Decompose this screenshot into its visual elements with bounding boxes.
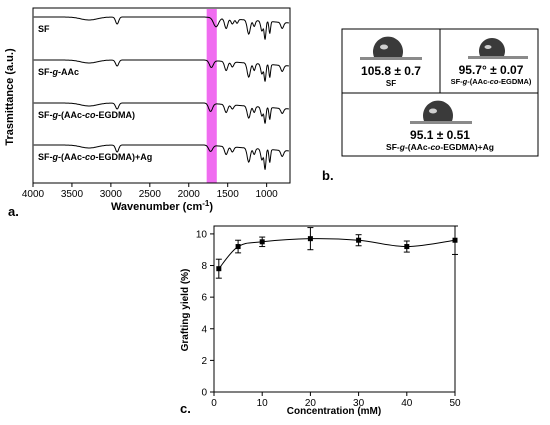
panel-label-b: b. (322, 168, 334, 183)
contact-angle-label-2: SF-g-(AAc-co-EGDMA) (451, 77, 532, 86)
ftir-x-tick-label: 1500 (217, 189, 240, 200)
grafting-data-point (356, 237, 362, 243)
grafting-x-axis-label: Concentration (mM) (287, 406, 381, 417)
contact-angle-value-2: 95.7° ± 0.07 (459, 63, 524, 77)
ftir-panel: 4000 3500 3000 2500 2000 1500 1000 SFSF-g-AAcS… (4, 7, 291, 219)
ftir-series-label: SF (38, 24, 50, 34)
grafting-y-tick-label: 0 (201, 388, 207, 399)
ftir-spectra (33, 16, 289, 170)
ftir-x-axis-label: Wavenumber (cm-1) (111, 199, 213, 213)
contact-angle-label-3: SF-g-(AAc-co-EGDMA)+Ag (386, 142, 494, 152)
ftir-series-label: SF-g-AAc (38, 67, 79, 77)
grafting-x-tick-label: 40 (401, 398, 413, 409)
ftir-x-tick-label: 4000 (22, 189, 45, 200)
droplet-image-sf (360, 36, 422, 60)
contact-angle-value-3: 95.1 ± 0.51 (410, 128, 470, 142)
grafting-data-point (235, 244, 241, 250)
grafting-plot-frame (213, 225, 456, 393)
ftir-series-line (33, 59, 289, 82)
grafting-y-tick-label: 10 (196, 229, 208, 240)
droplet-image-sf-g-aac-co-egdma-ag (410, 100, 472, 124)
ftir-x-tick-label: 1000 (256, 189, 279, 200)
grafting-data-point (307, 236, 313, 242)
panel-label-a: a. (8, 204, 19, 219)
grafting-data-point (259, 239, 265, 245)
contact-angle-panel: 105.8 ± 0.7 SF 95.7° ± 0.07 SF-g-(AAc-co… (322, 28, 539, 183)
ftir-series-label: SF-g-(AAc-co-EGDMA) (38, 110, 135, 120)
grafting-x-tick-label: 20 (305, 398, 317, 409)
ftir-series-labels: SF SF-g-AAc SF-g-(AAc-co-EGDMA) SF-g-(AAc-c… (38, 24, 152, 162)
ftir-x-tick-label: 2000 (178, 189, 201, 200)
contact-angle-label-1: SF (386, 79, 396, 88)
grafting-data-point (404, 244, 410, 250)
ftir-y-axis-label: Trasmittance (a.u.) (4, 48, 16, 146)
ftir-series-line (33, 102, 289, 124)
grafting-x-tick-label: 50 (449, 398, 461, 409)
ftir-x-ticks: 4000 3500 3000 2500 2000 1500 1000 (22, 183, 278, 200)
grafting-x-tick-label: 10 (257, 398, 269, 409)
droplet-image-sf-g-aac-co-egdma (468, 38, 528, 59)
grafting-fit-line (218, 238, 456, 270)
ftir-x-tick-label: 3000 (100, 189, 123, 200)
grafting-yield-plot: 0 10 20 30 40 50 0 2 4 6 8 10 (196, 225, 461, 409)
grafting-y-tick-label: 4 (201, 324, 207, 335)
grafting-y-tick-label: 2 (201, 356, 207, 367)
grafting-yield-panel: 0 10 20 30 40 50 0 2 4 6 8 10 Concentration (mM) Gr… (180, 225, 461, 417)
grafting-y-axis-label: Grafting yield (%) (180, 269, 191, 352)
panel-label-c: c. (180, 401, 191, 416)
ftir-plot-frame (32, 7, 291, 184)
ftir-series-line (33, 144, 289, 170)
grafting-x-tick-label: 0 (211, 398, 217, 409)
ftir-x-tick-label: 3500 (61, 189, 84, 200)
ftir-series-label: SF-g-(AAc-co-EGDMA)+Ag (38, 152, 152, 162)
ftir-x-tick-label: 2500 (139, 189, 162, 200)
contact-angle-value-1: 105.8 ± 0.7 (361, 64, 421, 78)
grafting-y-tick-label: 8 (201, 261, 207, 272)
grafting-y-tick-label: 6 (201, 293, 207, 304)
ftir-series-line (33, 16, 289, 40)
grafting-x-tick-label: 30 (353, 398, 365, 409)
grafting-data-point (452, 237, 458, 243)
grafting-data-point (216, 266, 222, 272)
ftir-highlight-band (206, 9, 217, 183)
